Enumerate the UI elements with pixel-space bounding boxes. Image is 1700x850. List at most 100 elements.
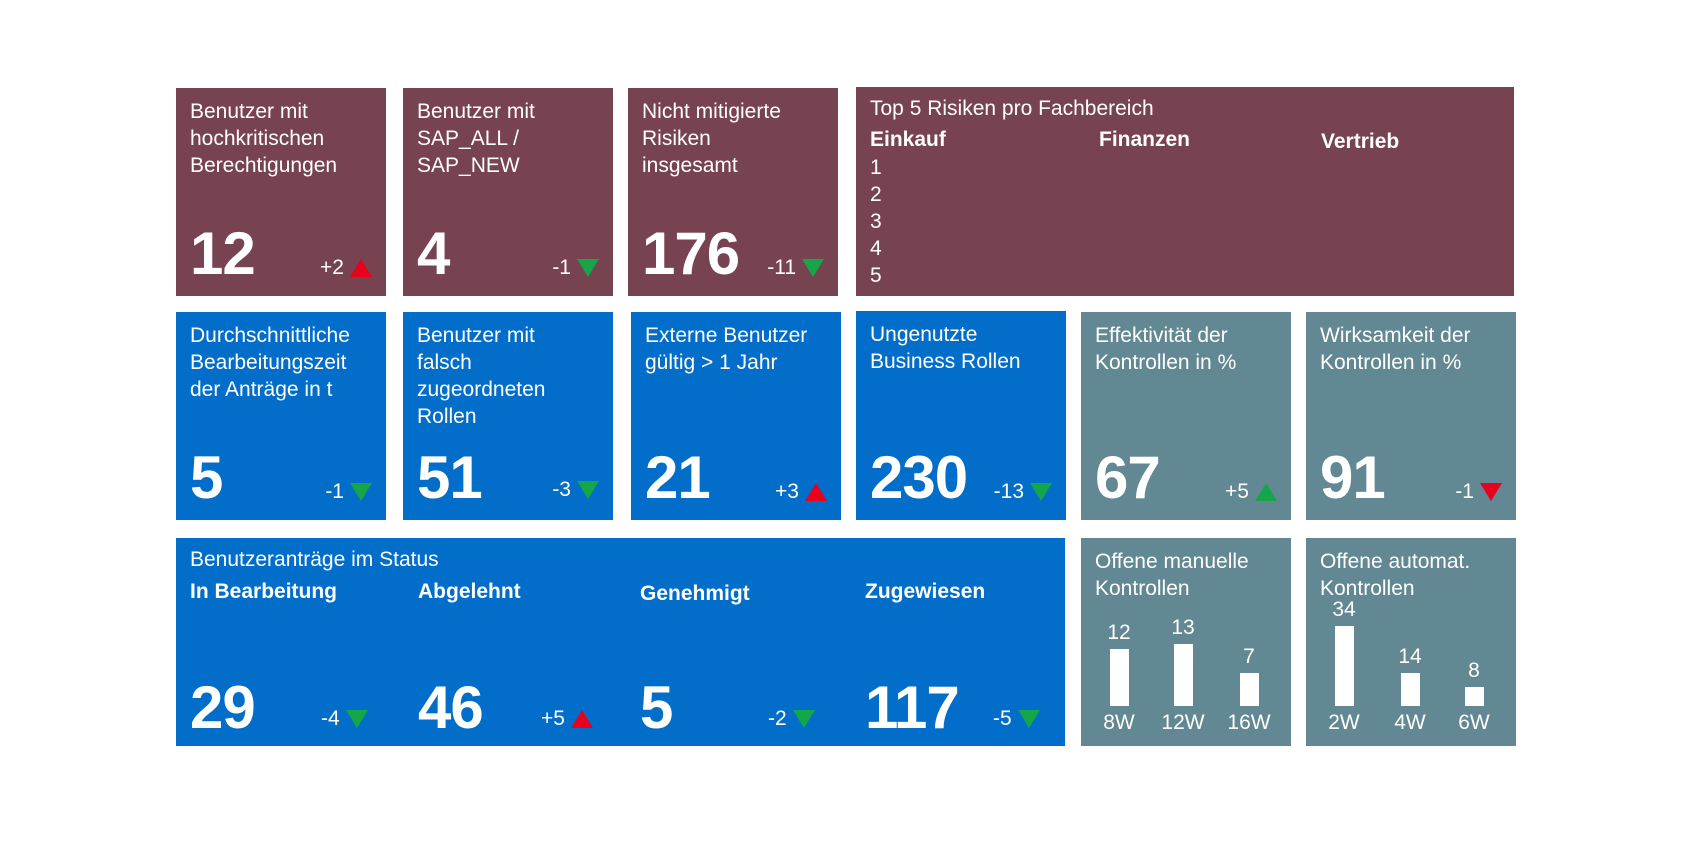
status-delta-in-progress: -4 xyxy=(321,707,368,731)
kpi-tile-sap-all-users[interactable]: Benutzer mit SAP_ALL / SAP_NEW 4 -1 xyxy=(403,88,613,296)
bar-value-label: 13 xyxy=(1171,616,1195,639)
bar xyxy=(1240,673,1259,706)
delta-value: -11 xyxy=(767,256,796,279)
rank-item: 3 xyxy=(870,210,882,233)
status-value-rejected: 46 xyxy=(418,674,484,741)
bar xyxy=(1401,673,1420,706)
kpi-tile-avg-processing-time[interactable]: Durchschnittliche Bearbeitungszeit der A… xyxy=(176,312,386,520)
kpi-tile-control-effectiveness[interactable]: Effektivität der Kontrollen in % 67 +5 xyxy=(1081,312,1291,520)
status-label-rejected: Abgelehnt xyxy=(418,580,521,603)
rank-item: 2 xyxy=(870,183,882,206)
tile-title: Benutzer mit SAP_ALL / SAP_NEW xyxy=(417,100,535,177)
panel-title: Benutzeranträge im Status xyxy=(190,548,439,571)
tile-title: Benutzer mit falsch zugeordneten Rollen xyxy=(417,324,546,428)
bar-value-label: 34 xyxy=(1332,598,1356,621)
status-value-in-progress: 29 xyxy=(190,674,256,741)
kpi-value: 91 xyxy=(1320,444,1386,511)
kpi-value: 51 xyxy=(417,444,483,511)
tile-title: Offene automat. Kontrollen xyxy=(1320,550,1471,600)
bar-category-label: 16W xyxy=(1227,711,1271,734)
status-delta-approved: -2 xyxy=(768,707,815,731)
trend-up-icon xyxy=(350,259,372,277)
kpi-tile-control-efficacy[interactable]: Wirksamkeit der Kontrollen in % 91 -1 xyxy=(1306,312,1516,520)
delta-value: -1 xyxy=(325,480,344,503)
tile-title: Offene manuelle Kontrollen xyxy=(1095,550,1249,600)
rank-item: 5 xyxy=(870,264,882,287)
bar xyxy=(1110,649,1129,706)
delta-value: +5 xyxy=(1225,480,1249,503)
kpi-tile-external-users[interactable]: Externe Benutzer gültig > 1 Jahr 21 +3 xyxy=(631,312,841,520)
delta-value: +2 xyxy=(320,256,344,279)
trend-down-icon xyxy=(577,259,599,277)
rank-list: 1 2 3 4 5 xyxy=(870,154,882,289)
top-risks-panel[interactable]: Top 5 Risiken pro Fachbereich Einkauf Fi… xyxy=(856,87,1514,296)
kpi-tile-critical-users[interactable]: Benutzer mit hochkritischen Berechtigung… xyxy=(176,88,386,296)
status-value-approved: 5 xyxy=(640,674,673,741)
trend-down-icon xyxy=(577,481,599,499)
bar-value-label: 7 xyxy=(1243,645,1255,668)
rank-item: 1 xyxy=(870,156,882,179)
status-delta-rejected: +5 xyxy=(541,707,593,731)
bar-value-label: 8 xyxy=(1468,659,1480,682)
delta-value: -1 xyxy=(1455,480,1474,503)
kpi-delta: -3 xyxy=(552,478,599,502)
bar-category-label: 6W xyxy=(1458,711,1490,734)
delta-value: -13 xyxy=(993,480,1024,503)
kpi-delta: -11 xyxy=(767,256,824,280)
trend-down-icon xyxy=(1030,483,1052,501)
trend-down-icon xyxy=(1017,710,1040,728)
trend-down-icon xyxy=(1480,483,1502,501)
kpi-value: 21 xyxy=(645,444,711,511)
tile-title: Durchschnittliche Bearbeitungszeit der A… xyxy=(190,324,350,401)
column-einkauf: Einkauf xyxy=(870,128,946,151)
rank-item: 4 xyxy=(870,237,882,260)
status-delta-assigned: -5 xyxy=(993,707,1040,731)
kpi-delta: -1 xyxy=(1455,480,1502,504)
column-finanzen: Finanzen xyxy=(1099,128,1191,151)
delta-value: -4 xyxy=(321,707,340,730)
open-manual-controls-chart[interactable]: Offene manuelle Kontrollen 12 8W 13 12W 7 16W xyxy=(1081,538,1291,746)
kpi-value: 5 xyxy=(190,444,223,511)
column-vertrieb: Vertrieb xyxy=(1321,130,1400,153)
kpi-delta: -13 xyxy=(994,480,1052,504)
bar-category-label: 2W xyxy=(1328,711,1360,734)
kpi-value: 12 xyxy=(190,220,256,287)
request-status-panel[interactable]: Benutzeranträge im Status In Bearbeitung… xyxy=(176,538,1065,746)
status-label-in-progress: In Bearbeitung xyxy=(190,580,338,603)
kpi-tile-unused-business-roles[interactable]: Ungenutzte Business Rollen 230 -13 xyxy=(856,311,1066,520)
delta-value: -3 xyxy=(552,478,571,501)
trend-down-icon xyxy=(792,710,815,728)
kpi-value: 176 xyxy=(642,220,740,287)
tile-title: Wirksamkeit der Kontrollen in % xyxy=(1320,324,1471,374)
kpi-delta: +5 xyxy=(1225,480,1277,504)
kpi-value: 67 xyxy=(1095,444,1161,511)
trend-up-icon xyxy=(805,483,827,501)
trend-up-icon xyxy=(1255,483,1277,501)
kpi-delta: +2 xyxy=(320,256,372,280)
kpi-value: 4 xyxy=(417,220,450,287)
status-value-assigned: 117 xyxy=(865,674,960,741)
open-auto-controls-chart[interactable]: Offene automat. Kontrollen 34 2W 14 4W 8 6W xyxy=(1306,538,1516,746)
kpi-delta: -1 xyxy=(325,480,372,504)
kpi-value: 230 xyxy=(870,444,968,511)
tile-title: Nicht mitigierte Risiken insgesamt xyxy=(642,100,781,177)
bar-category-label: 8W xyxy=(1103,711,1135,734)
tile-title: Benutzer mit hochkritischen Berechtigung… xyxy=(190,100,338,177)
trend-down-icon xyxy=(345,710,368,728)
bar xyxy=(1174,644,1193,706)
tile-title: Effektivität der Kontrollen in % xyxy=(1095,324,1237,374)
trend-up-icon xyxy=(570,710,593,728)
bar-category-label: 4W xyxy=(1394,711,1426,734)
bar-category-label: 12W xyxy=(1161,711,1205,734)
kpi-delta: +3 xyxy=(775,480,827,504)
tile-title: Externe Benutzer gültig > 1 Jahr xyxy=(645,324,808,374)
bar-value-label: 12 xyxy=(1107,621,1131,644)
kpi-delta: -1 xyxy=(552,256,599,280)
delta-value: -5 xyxy=(993,707,1012,730)
trend-down-icon xyxy=(802,259,824,277)
status-label-assigned: Zugewiesen xyxy=(865,580,986,603)
delta-value: +3 xyxy=(775,480,799,503)
bar xyxy=(1335,626,1354,706)
kpi-tile-unmitigated-risks[interactable]: Nicht mitigierte Risiken insgesamt 176 -… xyxy=(628,88,838,296)
kpi-tile-wrong-roles[interactable]: Benutzer mit falsch zugeordneten Rollen … xyxy=(403,312,613,520)
